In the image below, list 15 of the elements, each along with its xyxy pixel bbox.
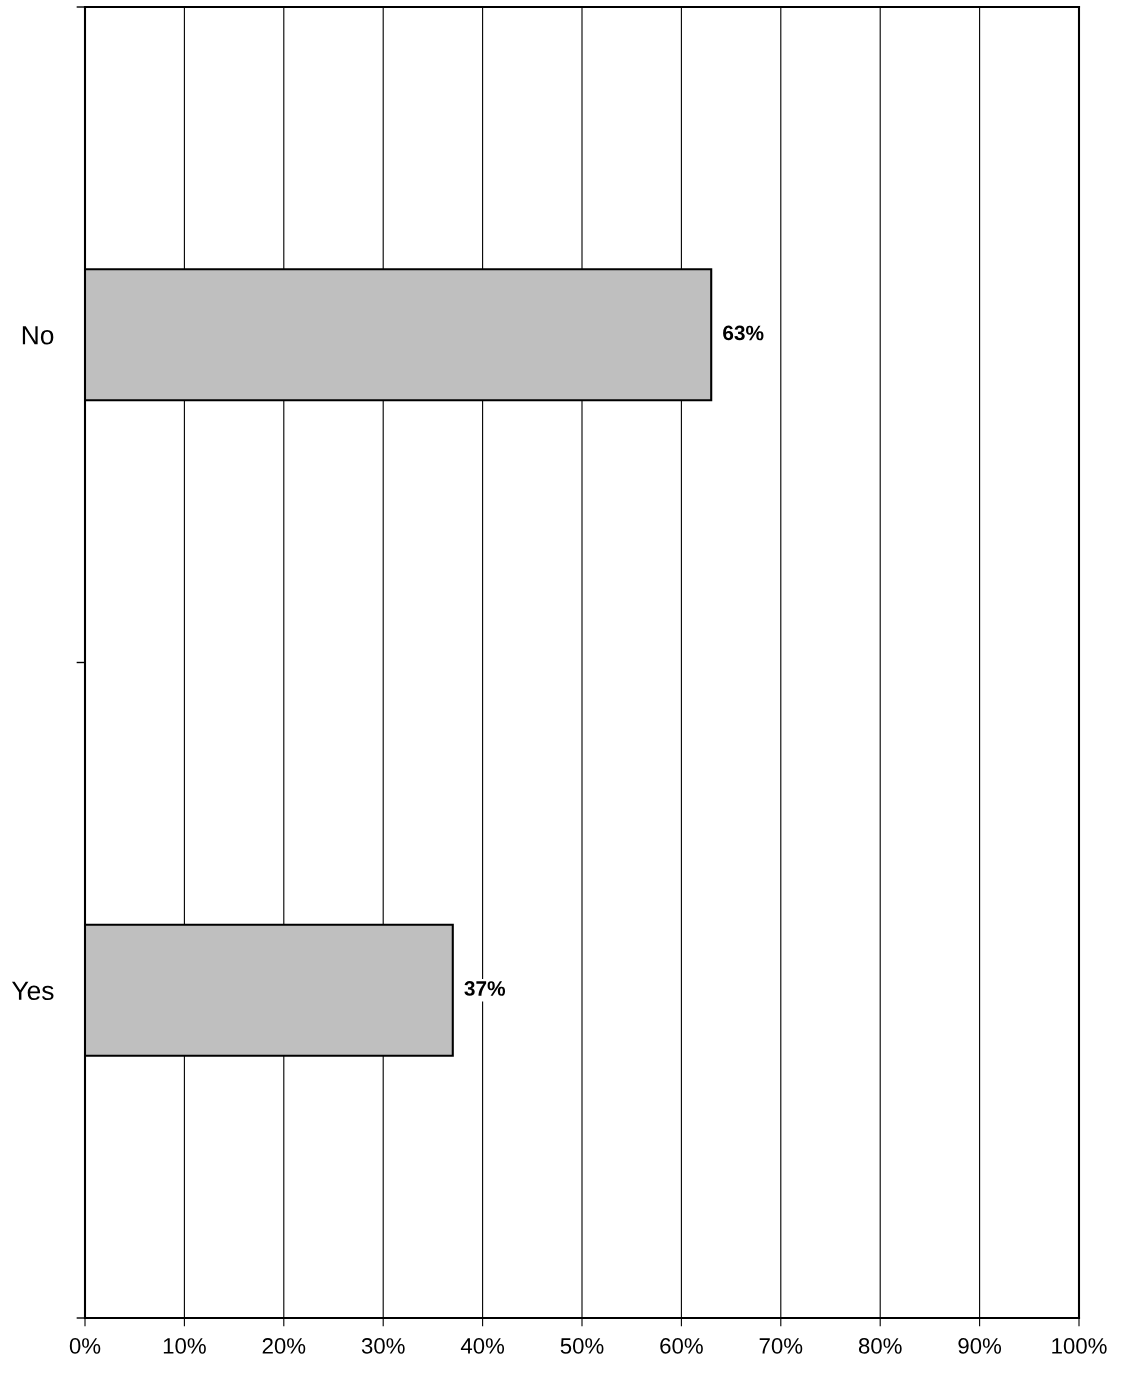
y-tick-label: Yes xyxy=(11,981,54,1001)
x-tick-label: 80% xyxy=(858,1338,902,1354)
x-tick-label: 10% xyxy=(163,1338,206,1354)
x-tick-label: 60% xyxy=(660,1338,703,1354)
x-tick-label: 40% xyxy=(460,1338,505,1354)
x-tick-label: 70% xyxy=(759,1338,803,1354)
x-tick-label: 0% xyxy=(69,1338,101,1354)
x-tick-label: 50% xyxy=(560,1338,604,1354)
y-tick-label: No xyxy=(22,326,54,345)
x-tick-label: 20% xyxy=(262,1338,306,1354)
data-label: 63% xyxy=(723,325,764,341)
data-label: 37% xyxy=(464,981,506,996)
x-tick-label: 100% xyxy=(1052,1338,1107,1354)
x-tick-label: 90% xyxy=(958,1338,1002,1354)
x-tick-label: 30% xyxy=(361,1338,405,1354)
